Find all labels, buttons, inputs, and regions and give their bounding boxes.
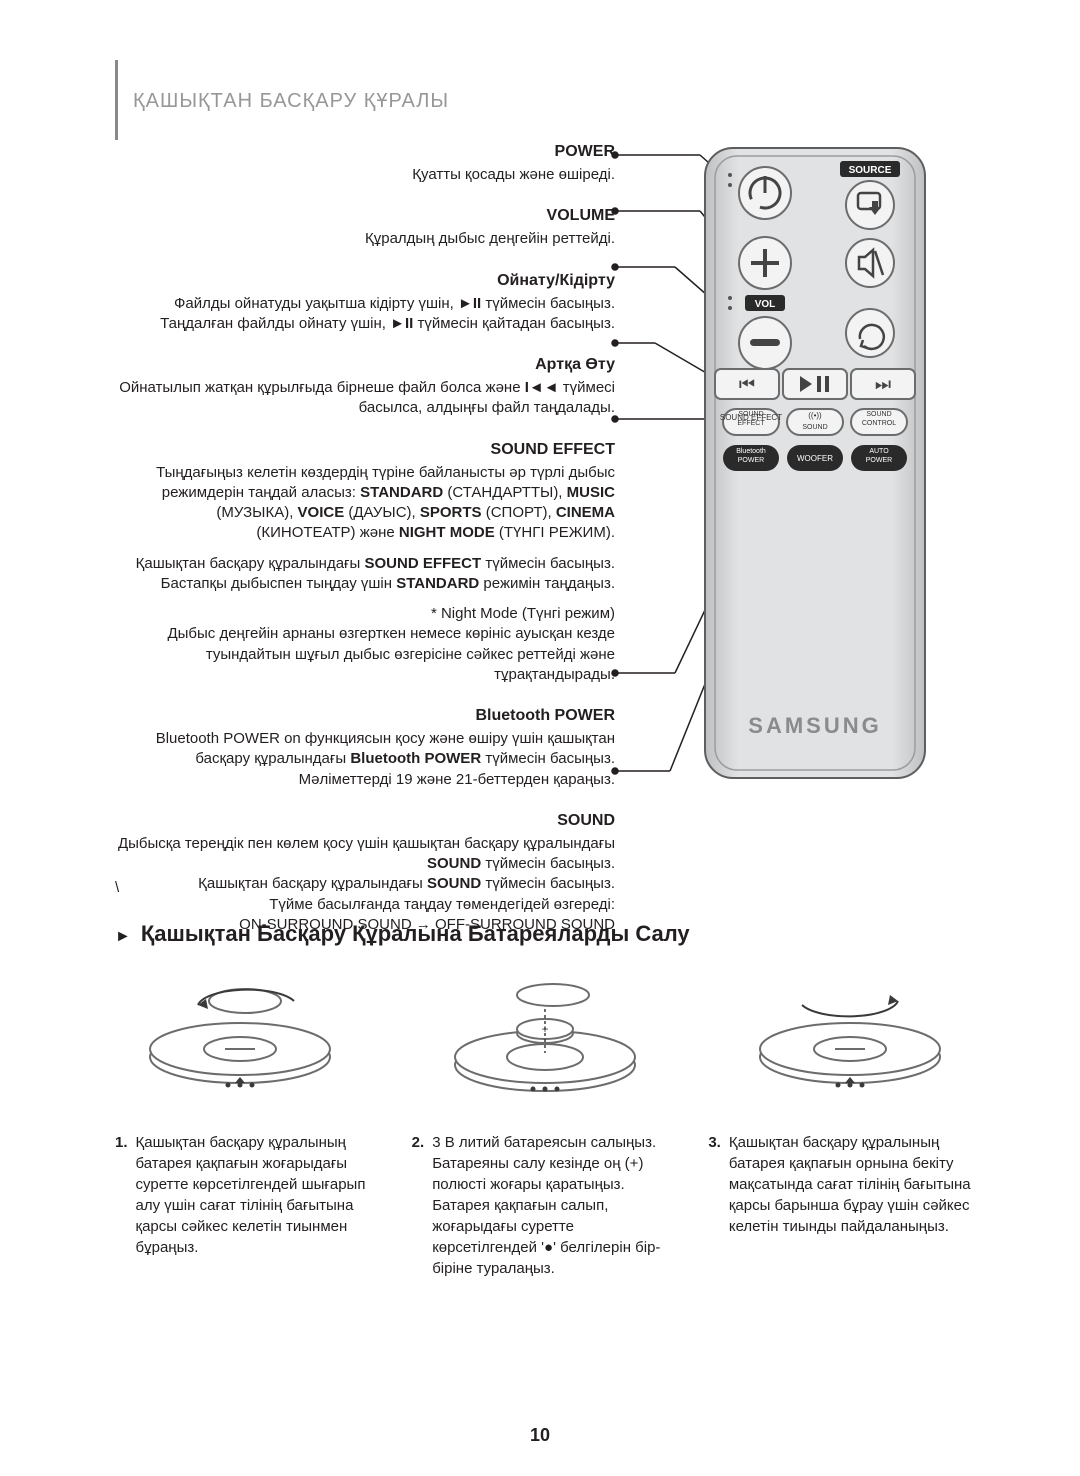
battery-step-2: 2. 3 В литий батареясын салыңыз. Батарея… (412, 1132, 679, 1279)
svg-text:⏮: ⏮ (739, 374, 755, 394)
source-button[interactable] (846, 181, 894, 229)
battery-step-3: 3. Қашықтан басқару құралының батарея қа… (708, 1132, 975, 1279)
battery-diagram-3 (725, 972, 975, 1102)
section-body: Bluetooth POWER on функциясын қосу жəне … (115, 729, 615, 790)
woofer-button[interactable]: WOOFER (787, 445, 843, 471)
section-title: SOUND (115, 812, 615, 830)
brand-logo: SAMSUNG (748, 713, 881, 738)
battery-diagram-2: + (420, 972, 670, 1102)
section-title: VOLUME (115, 207, 615, 225)
bluetooth-power-button[interactable]: BluetoothPOWER (723, 445, 779, 471)
section-sound: SOUND Дыбысқа тереңдік пен көлем қосу үш… (115, 812, 615, 935)
section-volume: VOLUME Құралдың дыбыс деңгейін реттейді. (115, 207, 615, 249)
section-play-pause: Ойнату/Кідірту Файлды ойнатуды уақытша к… (115, 272, 615, 335)
section-body: Файлды ойнатуды уақытша кідірту үшін, ►I… (115, 294, 615, 335)
page-title: ҚАШЫҚТАН БАСҚАРУ ҚҰРАЛЫ (133, 90, 975, 113)
skip-forward-button[interactable]: ⏭ (851, 369, 915, 399)
section-body: Қуатты қосады жəне өшіреді. (115, 165, 615, 185)
source-label: SOURCE (849, 165, 892, 176)
section-title: SOUND EFFECT (115, 441, 615, 459)
section-title: Ойнату/Кідірту (115, 272, 615, 290)
power-button[interactable] (739, 167, 791, 219)
svg-text:SOUND: SOUND (802, 424, 827, 431)
section-body: Тыңдағыңыз келетін көздердің түріне байл… (115, 463, 615, 686)
section-title: POWER (115, 143, 615, 161)
section-body: Ойнатылып жатқан құрылғыда бірнеше файл … (115, 378, 615, 419)
section-bluetooth-power: Bluetooth POWER Bluetooth POWER on функц… (115, 707, 615, 790)
volume-up-button[interactable] (739, 237, 791, 289)
skip-back-button[interactable]: ⏮ (715, 369, 779, 399)
volume-down-button[interactable] (739, 317, 791, 369)
section-sound-effect: SOUND EFFECT Тыңдағыңыз келетін көздерді… (115, 441, 615, 686)
remote-illustration: SOURCE VOL (645, 143, 985, 786)
section-skip-back: Артқа Өту Ойнатылып жатқан құрылғыда бір… (115, 356, 615, 419)
section-body: Құралдың дыбыс деңгейін реттейді. (115, 229, 615, 249)
section-power: POWER Қуатты қосады жəне өшіреді. (115, 143, 615, 185)
battery-diagram-1 (115, 972, 365, 1102)
svg-text:⏭: ⏭ (875, 374, 891, 394)
section-title: Bluetooth POWER (115, 707, 615, 725)
repeat-button[interactable] (846, 309, 894, 357)
battery-diagrams: + (115, 972, 975, 1102)
battery-step-1: 1. Қашықтан басқару құралының батарея қа… (115, 1132, 382, 1279)
battery-steps: 1. Қашықтан басқару құралының батарея қа… (115, 1132, 975, 1279)
surround-sound-button[interactable]: ((•)) SOUND (787, 409, 843, 435)
sound-control-button[interactable]: SOUNDCONTROL (851, 409, 907, 435)
svg-text:VOL: VOL (755, 299, 776, 310)
auto-power-button[interactable]: AUTOPOWER (851, 445, 907, 471)
sound-effect-button[interactable]: SOUND EFFECT SOUNDEFFECT (720, 409, 782, 435)
section-title: Артқа Өту (115, 356, 615, 374)
play-pause-button[interactable] (783, 369, 847, 399)
page-number: 10 (0, 1425, 1080, 1446)
mute-button[interactable] (846, 239, 894, 287)
section-body: Дыбысқа тереңдік пен көлем қосу үшін қаш… (115, 834, 615, 935)
svg-text:((•)): ((•)) (808, 411, 822, 420)
svg-text:WOOFER: WOOFER (797, 454, 833, 463)
